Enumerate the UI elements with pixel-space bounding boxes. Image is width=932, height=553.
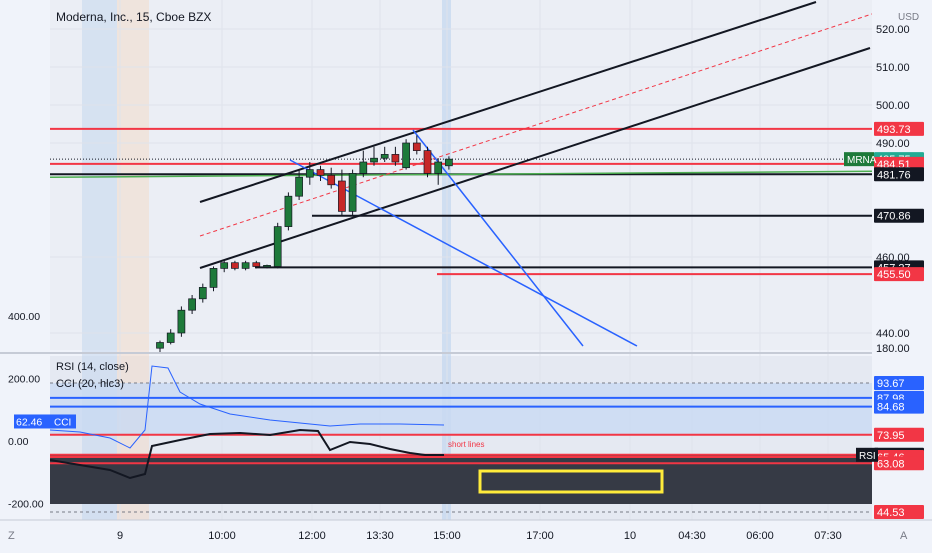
rsi-upper-band <box>50 383 872 435</box>
osc-badge-label: 44.53 <box>877 507 905 519</box>
channel-upper-line <box>199 1 817 203</box>
time-tick-label: 10 <box>624 530 636 542</box>
price-tick-label: 500.00 <box>876 100 910 112</box>
candle-body <box>412 142 421 151</box>
candle-body <box>348 173 357 212</box>
candle-body <box>273 226 282 267</box>
time-axis-bg <box>0 520 932 550</box>
channel-lower-line <box>199 47 871 269</box>
candle-body <box>241 262 250 269</box>
osc-badge-label: 63.08 <box>877 458 905 470</box>
candle-body <box>220 262 229 269</box>
candle-body <box>434 161 443 174</box>
osc-badge-label: 84.68 <box>877 402 905 414</box>
osc-badge <box>874 505 924 519</box>
candle-body <box>338 180 346 212</box>
channel-mid-line <box>199 11 879 237</box>
symbol-tag-label: MRNA <box>847 155 877 166</box>
candle-body <box>166 332 175 343</box>
price-badge-label: 470.86 <box>877 211 911 223</box>
time-tick-label: 9 <box>117 530 123 542</box>
symbol-tag <box>844 152 874 167</box>
cci-value-label: 62.46 <box>16 416 42 428</box>
price-tick-label: 440.00 <box>876 328 910 340</box>
price-tick-label: 510.00 <box>876 62 910 74</box>
time-tick-label: 10:00 <box>208 530 236 542</box>
time-tick-label: 06:00 <box>746 530 774 542</box>
chart-title: Moderna, Inc., 15, Cboe BZX <box>56 10 212 24</box>
candle-body <box>252 262 261 267</box>
cci-tick-label: 400.00 <box>8 311 40 323</box>
cci-tag <box>50 414 76 429</box>
candle-body <box>284 195 293 227</box>
cci-value-badge <box>14 414 50 429</box>
time-tick-label: 12:00 <box>298 530 326 542</box>
green-trend-line <box>49 170 873 179</box>
rsi-indicator-label[interactable]: RSI (14, close) <box>56 361 129 373</box>
price-tick-label: 180.00 <box>876 343 910 355</box>
price-tick-label: 520.00 <box>876 24 910 36</box>
cci-series-line <box>49 365 445 449</box>
time-tick-label: 04:30 <box>678 530 706 542</box>
axis-corner-left: Z <box>8 530 15 542</box>
candle-body <box>231 262 239 269</box>
session-shade-blue <box>82 0 117 520</box>
osc-badge <box>874 376 924 390</box>
price-badge <box>874 208 924 223</box>
candle-body <box>402 142 410 169</box>
price-badge-label: 481.76 <box>877 169 911 181</box>
price-badge <box>874 121 924 136</box>
blue-trend-line-1 <box>289 159 638 347</box>
currency-label: USD <box>898 12 919 23</box>
candle-body <box>209 268 218 288</box>
rsi-tag <box>856 447 878 462</box>
rsi-series-line <box>49 428 444 480</box>
candle-body <box>316 169 325 176</box>
time-tick-label: 17:00 <box>526 530 554 542</box>
time-tick-label: 15:00 <box>433 530 461 542</box>
rsi-tag-label: RSI <box>859 451 876 462</box>
yellow-highlight-box <box>478 469 664 494</box>
price-badge-label: 455.50 <box>877 269 911 281</box>
candle-body <box>370 157 378 163</box>
candle-body <box>327 174 336 186</box>
short-lines-annotation: short lines <box>448 440 484 449</box>
cci-tick-label: 0.00 <box>8 436 29 448</box>
candle-body <box>295 176 303 197</box>
candle-body <box>177 309 186 334</box>
osc-left-axis-bg <box>0 356 50 520</box>
time-tick-label: 07:30 <box>814 530 842 542</box>
osc-badge <box>874 427 924 442</box>
candle-body <box>305 169 314 178</box>
cci-tick-label: -200.00 <box>8 499 44 511</box>
rsi-lower-band <box>50 454 872 504</box>
price-badge <box>874 167 924 182</box>
candle-body <box>198 287 207 300</box>
candle-body <box>156 342 164 349</box>
osc-badge-label: 93.67 <box>877 378 905 390</box>
cci-tick-label: 200.00 <box>8 374 40 386</box>
price-badge-label: 493.73 <box>877 124 911 136</box>
osc-badge <box>874 399 924 414</box>
cci-indicator-label[interactable]: CCI (20, hlc3) <box>56 378 124 390</box>
osc-badge <box>874 456 924 471</box>
candle-body <box>188 298 196 311</box>
candle-body <box>359 161 368 174</box>
candle-body <box>445 158 453 167</box>
price-badge <box>874 267 924 282</box>
price-tick-label: 490.00 <box>876 138 910 150</box>
candle-body <box>380 154 389 159</box>
candle-body <box>263 265 271 268</box>
axis-corner-right: A <box>900 530 908 542</box>
osc-badge-label: 73.95 <box>877 430 905 442</box>
candle-body <box>391 154 400 163</box>
session-shade-orange <box>117 0 149 520</box>
cci-tag-label: CCI <box>54 417 71 428</box>
candle-body <box>423 150 432 174</box>
time-tick-label: 13:30 <box>366 530 394 542</box>
